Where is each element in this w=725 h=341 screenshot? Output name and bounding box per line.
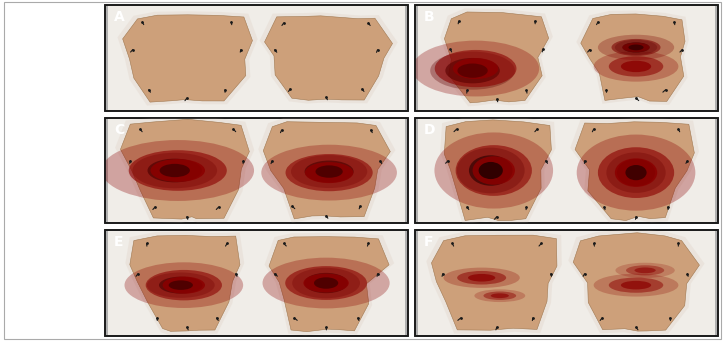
Ellipse shape bbox=[314, 277, 338, 289]
Ellipse shape bbox=[285, 266, 367, 300]
Ellipse shape bbox=[147, 159, 202, 182]
Polygon shape bbox=[265, 233, 394, 336]
Ellipse shape bbox=[162, 277, 205, 294]
Polygon shape bbox=[444, 120, 552, 221]
Polygon shape bbox=[130, 235, 240, 331]
Polygon shape bbox=[120, 119, 249, 219]
Polygon shape bbox=[444, 12, 549, 103]
Ellipse shape bbox=[457, 63, 488, 78]
Ellipse shape bbox=[315, 165, 343, 178]
Polygon shape bbox=[125, 232, 244, 335]
Ellipse shape bbox=[133, 153, 217, 188]
Ellipse shape bbox=[146, 270, 222, 300]
Ellipse shape bbox=[626, 265, 664, 276]
Ellipse shape bbox=[629, 45, 644, 50]
Text: C: C bbox=[115, 123, 125, 137]
Ellipse shape bbox=[617, 159, 655, 186]
Ellipse shape bbox=[291, 155, 368, 188]
Ellipse shape bbox=[129, 150, 227, 191]
Polygon shape bbox=[117, 11, 257, 106]
Text: E: E bbox=[115, 235, 124, 250]
Ellipse shape bbox=[598, 35, 674, 60]
Ellipse shape bbox=[444, 268, 520, 288]
Ellipse shape bbox=[412, 41, 539, 97]
Ellipse shape bbox=[606, 152, 666, 193]
Polygon shape bbox=[260, 13, 398, 104]
Polygon shape bbox=[258, 118, 395, 223]
Ellipse shape bbox=[286, 154, 373, 191]
Ellipse shape bbox=[445, 58, 500, 83]
Ellipse shape bbox=[159, 277, 202, 294]
Ellipse shape bbox=[491, 293, 509, 298]
Ellipse shape bbox=[304, 273, 348, 293]
Ellipse shape bbox=[474, 290, 525, 302]
Ellipse shape bbox=[611, 39, 660, 56]
Ellipse shape bbox=[615, 40, 658, 55]
Ellipse shape bbox=[621, 61, 651, 72]
Ellipse shape bbox=[634, 267, 655, 273]
Ellipse shape bbox=[430, 51, 515, 90]
Ellipse shape bbox=[609, 56, 663, 77]
Ellipse shape bbox=[621, 281, 651, 290]
Ellipse shape bbox=[102, 140, 254, 201]
Ellipse shape bbox=[453, 58, 498, 79]
Text: B: B bbox=[424, 10, 435, 25]
Polygon shape bbox=[269, 237, 389, 332]
Polygon shape bbox=[568, 229, 705, 335]
Ellipse shape bbox=[484, 292, 516, 300]
Ellipse shape bbox=[622, 43, 650, 52]
Ellipse shape bbox=[468, 274, 495, 282]
Polygon shape bbox=[570, 118, 699, 224]
Ellipse shape bbox=[147, 272, 215, 298]
Ellipse shape bbox=[622, 42, 650, 53]
Ellipse shape bbox=[434, 132, 553, 209]
Ellipse shape bbox=[455, 145, 532, 196]
Polygon shape bbox=[426, 231, 562, 334]
Ellipse shape bbox=[151, 159, 205, 182]
Ellipse shape bbox=[292, 268, 360, 298]
Polygon shape bbox=[575, 122, 695, 221]
Ellipse shape bbox=[304, 161, 354, 182]
Ellipse shape bbox=[598, 147, 674, 198]
Ellipse shape bbox=[169, 280, 193, 290]
Ellipse shape bbox=[435, 50, 516, 87]
Polygon shape bbox=[115, 115, 254, 223]
Polygon shape bbox=[440, 116, 556, 225]
Ellipse shape bbox=[160, 164, 190, 177]
Ellipse shape bbox=[609, 278, 663, 293]
Ellipse shape bbox=[594, 51, 679, 81]
Ellipse shape bbox=[616, 263, 675, 278]
Ellipse shape bbox=[473, 156, 515, 185]
Text: F: F bbox=[424, 235, 434, 250]
Ellipse shape bbox=[626, 165, 647, 180]
Ellipse shape bbox=[594, 274, 679, 297]
Ellipse shape bbox=[305, 162, 353, 183]
Ellipse shape bbox=[457, 148, 525, 193]
Ellipse shape bbox=[457, 271, 506, 284]
Ellipse shape bbox=[262, 258, 389, 308]
Polygon shape bbox=[265, 16, 392, 100]
Polygon shape bbox=[573, 233, 700, 331]
Polygon shape bbox=[123, 15, 252, 102]
Ellipse shape bbox=[576, 135, 695, 211]
Ellipse shape bbox=[615, 158, 658, 187]
Polygon shape bbox=[431, 235, 557, 330]
Ellipse shape bbox=[478, 162, 503, 179]
Polygon shape bbox=[576, 11, 689, 105]
Text: D: D bbox=[424, 123, 436, 137]
Polygon shape bbox=[581, 14, 685, 101]
Text: A: A bbox=[115, 10, 125, 25]
Polygon shape bbox=[263, 122, 390, 219]
Ellipse shape bbox=[469, 155, 513, 186]
Ellipse shape bbox=[303, 273, 349, 293]
Ellipse shape bbox=[261, 145, 397, 201]
Ellipse shape bbox=[125, 262, 243, 308]
Polygon shape bbox=[440, 8, 553, 106]
